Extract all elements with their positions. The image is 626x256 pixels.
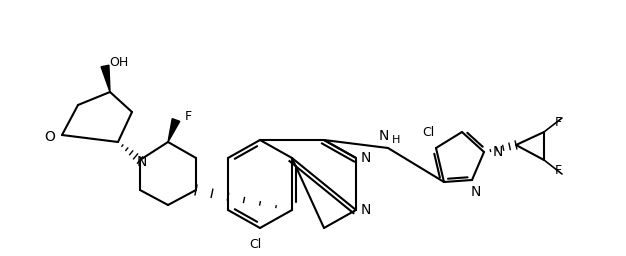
Text: O: O [44, 130, 56, 144]
Polygon shape [101, 65, 110, 92]
Text: N: N [493, 145, 503, 159]
Text: Cl: Cl [249, 238, 261, 251]
Text: N: N [379, 129, 389, 143]
Text: N: N [361, 151, 371, 165]
Polygon shape [168, 119, 180, 142]
Text: N: N [471, 185, 481, 199]
Text: H: H [392, 135, 400, 145]
Text: N: N [361, 203, 371, 217]
Text: F: F [555, 115, 562, 129]
Text: F: F [185, 110, 192, 123]
Text: F: F [555, 164, 562, 176]
Text: N: N [137, 155, 147, 169]
Text: OH: OH [110, 56, 128, 69]
Text: Cl: Cl [422, 125, 434, 138]
